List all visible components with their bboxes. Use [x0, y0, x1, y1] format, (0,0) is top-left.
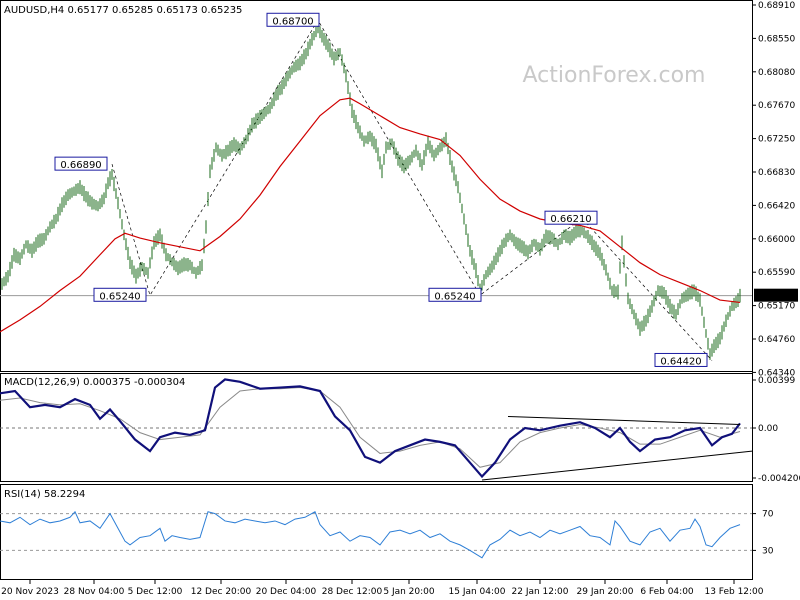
price-axis-label: 0.65590	[758, 268, 795, 278]
rsi-line	[0, 510, 741, 559]
swing-label-box	[266, 12, 320, 27]
x-axis-label: 12 Dec 20:00	[191, 587, 252, 597]
rsi-pane	[0, 484, 753, 580]
swing-label-text: 0.65240	[99, 291, 140, 302]
macd-trendline-upper	[507, 415, 741, 426]
price-axis-label: 0.68550	[758, 34, 795, 44]
price-axis-label: 0.64340	[758, 368, 795, 378]
macd-trendline-lower	[481, 450, 753, 481]
x-axis-label: 22 Jan 12:00	[512, 587, 569, 597]
swing-label-text: 0.66890	[60, 160, 101, 171]
price-pane	[0, 0, 753, 372]
rsi-series-group	[0, 510, 752, 559]
price-axis-label: 0.67670	[758, 101, 795, 111]
swing-label: 0.65240	[428, 287, 482, 302]
x-axis-label: 20 Dec 04:00	[256, 587, 317, 597]
swing-label: 0.66890	[54, 156, 108, 171]
swing-label-box	[544, 210, 598, 225]
x-axis-label: 29 Jan 20:00	[577, 587, 634, 597]
x-axis-label: 20 Nov 2023	[1, 587, 59, 597]
macd-title: MACD(12,26,9) 0.000375 -0.000304	[4, 377, 185, 388]
x-axis-label: 6 Feb 04:00	[640, 587, 694, 597]
macd-pane	[0, 373, 753, 482]
rsi-axis-label: 70	[762, 510, 774, 520]
swing-label: 0.65240	[93, 287, 147, 302]
price-axis-label: 0.66830	[758, 168, 795, 178]
x-axis-label: 13 Feb 12:00	[704, 587, 763, 597]
rsi-title: RSI(14) 58.2294	[4, 489, 85, 500]
x-axis-label: 5 Jan 20:00	[383, 587, 435, 597]
current-price-label: 0.65235	[757, 292, 794, 302]
swing-label-text: 0.65240	[434, 291, 475, 302]
x-axis-label: 15 Jan 04:00	[449, 587, 506, 597]
swing-label-box	[428, 287, 482, 302]
swing-label: 0.66210	[544, 210, 598, 225]
swing-label: 0.68700	[266, 12, 320, 27]
price-axis-label: 0.68080	[758, 68, 795, 78]
price-axis-label: 0.65170	[758, 302, 795, 312]
swing-label-text: 0.64420	[660, 356, 701, 367]
x-axis-label: 28 Nov 04:00	[64, 587, 125, 597]
rsi-axis-label: 30	[762, 546, 774, 556]
price-axis-label: 0.66000	[758, 235, 795, 245]
macd-line	[0, 378, 741, 479]
watermark: ActionForex.com	[523, 63, 706, 88]
swing-label-box	[654, 352, 708, 367]
current-price-badge-bg	[754, 288, 798, 302]
current-price-badge: 0.65235	[754, 288, 798, 302]
price-chart-title: AUDUSD,H4 0.65177 0.65285 0.65173 0.6523…	[4, 5, 242, 16]
swing-label-box	[93, 287, 147, 302]
zigzag-line	[111, 19, 713, 361]
macd-axis-label: -0.004206	[758, 474, 800, 484]
macd-series-group	[0, 378, 753, 481]
x-axis-label: 28 Dec 12:00	[322, 587, 383, 597]
macd-axis-label: 0.00	[758, 424, 778, 434]
price-series-group: 0.68700 0.66890 0.65240 0.65240 0.66210 0.644…	[0, 12, 752, 367]
swing-label: 0.64420	[654, 352, 708, 367]
swing-label-text: 0.68700	[272, 16, 313, 27]
moving-average-line	[0, 97, 741, 333]
swing-label-text: 0.66210	[550, 214, 591, 225]
price-axis-label: 0.64760	[758, 335, 795, 345]
swing-label-box	[54, 156, 108, 171]
price-axis-label: 0.67250	[758, 135, 795, 145]
price-axis-label: 0.68910	[758, 1, 795, 11]
x-axis-label: 5 Dec 12:00	[128, 587, 183, 597]
price-axis-label: 0.66420	[758, 201, 795, 211]
macd-axis-label: 0.00399	[758, 376, 795, 386]
